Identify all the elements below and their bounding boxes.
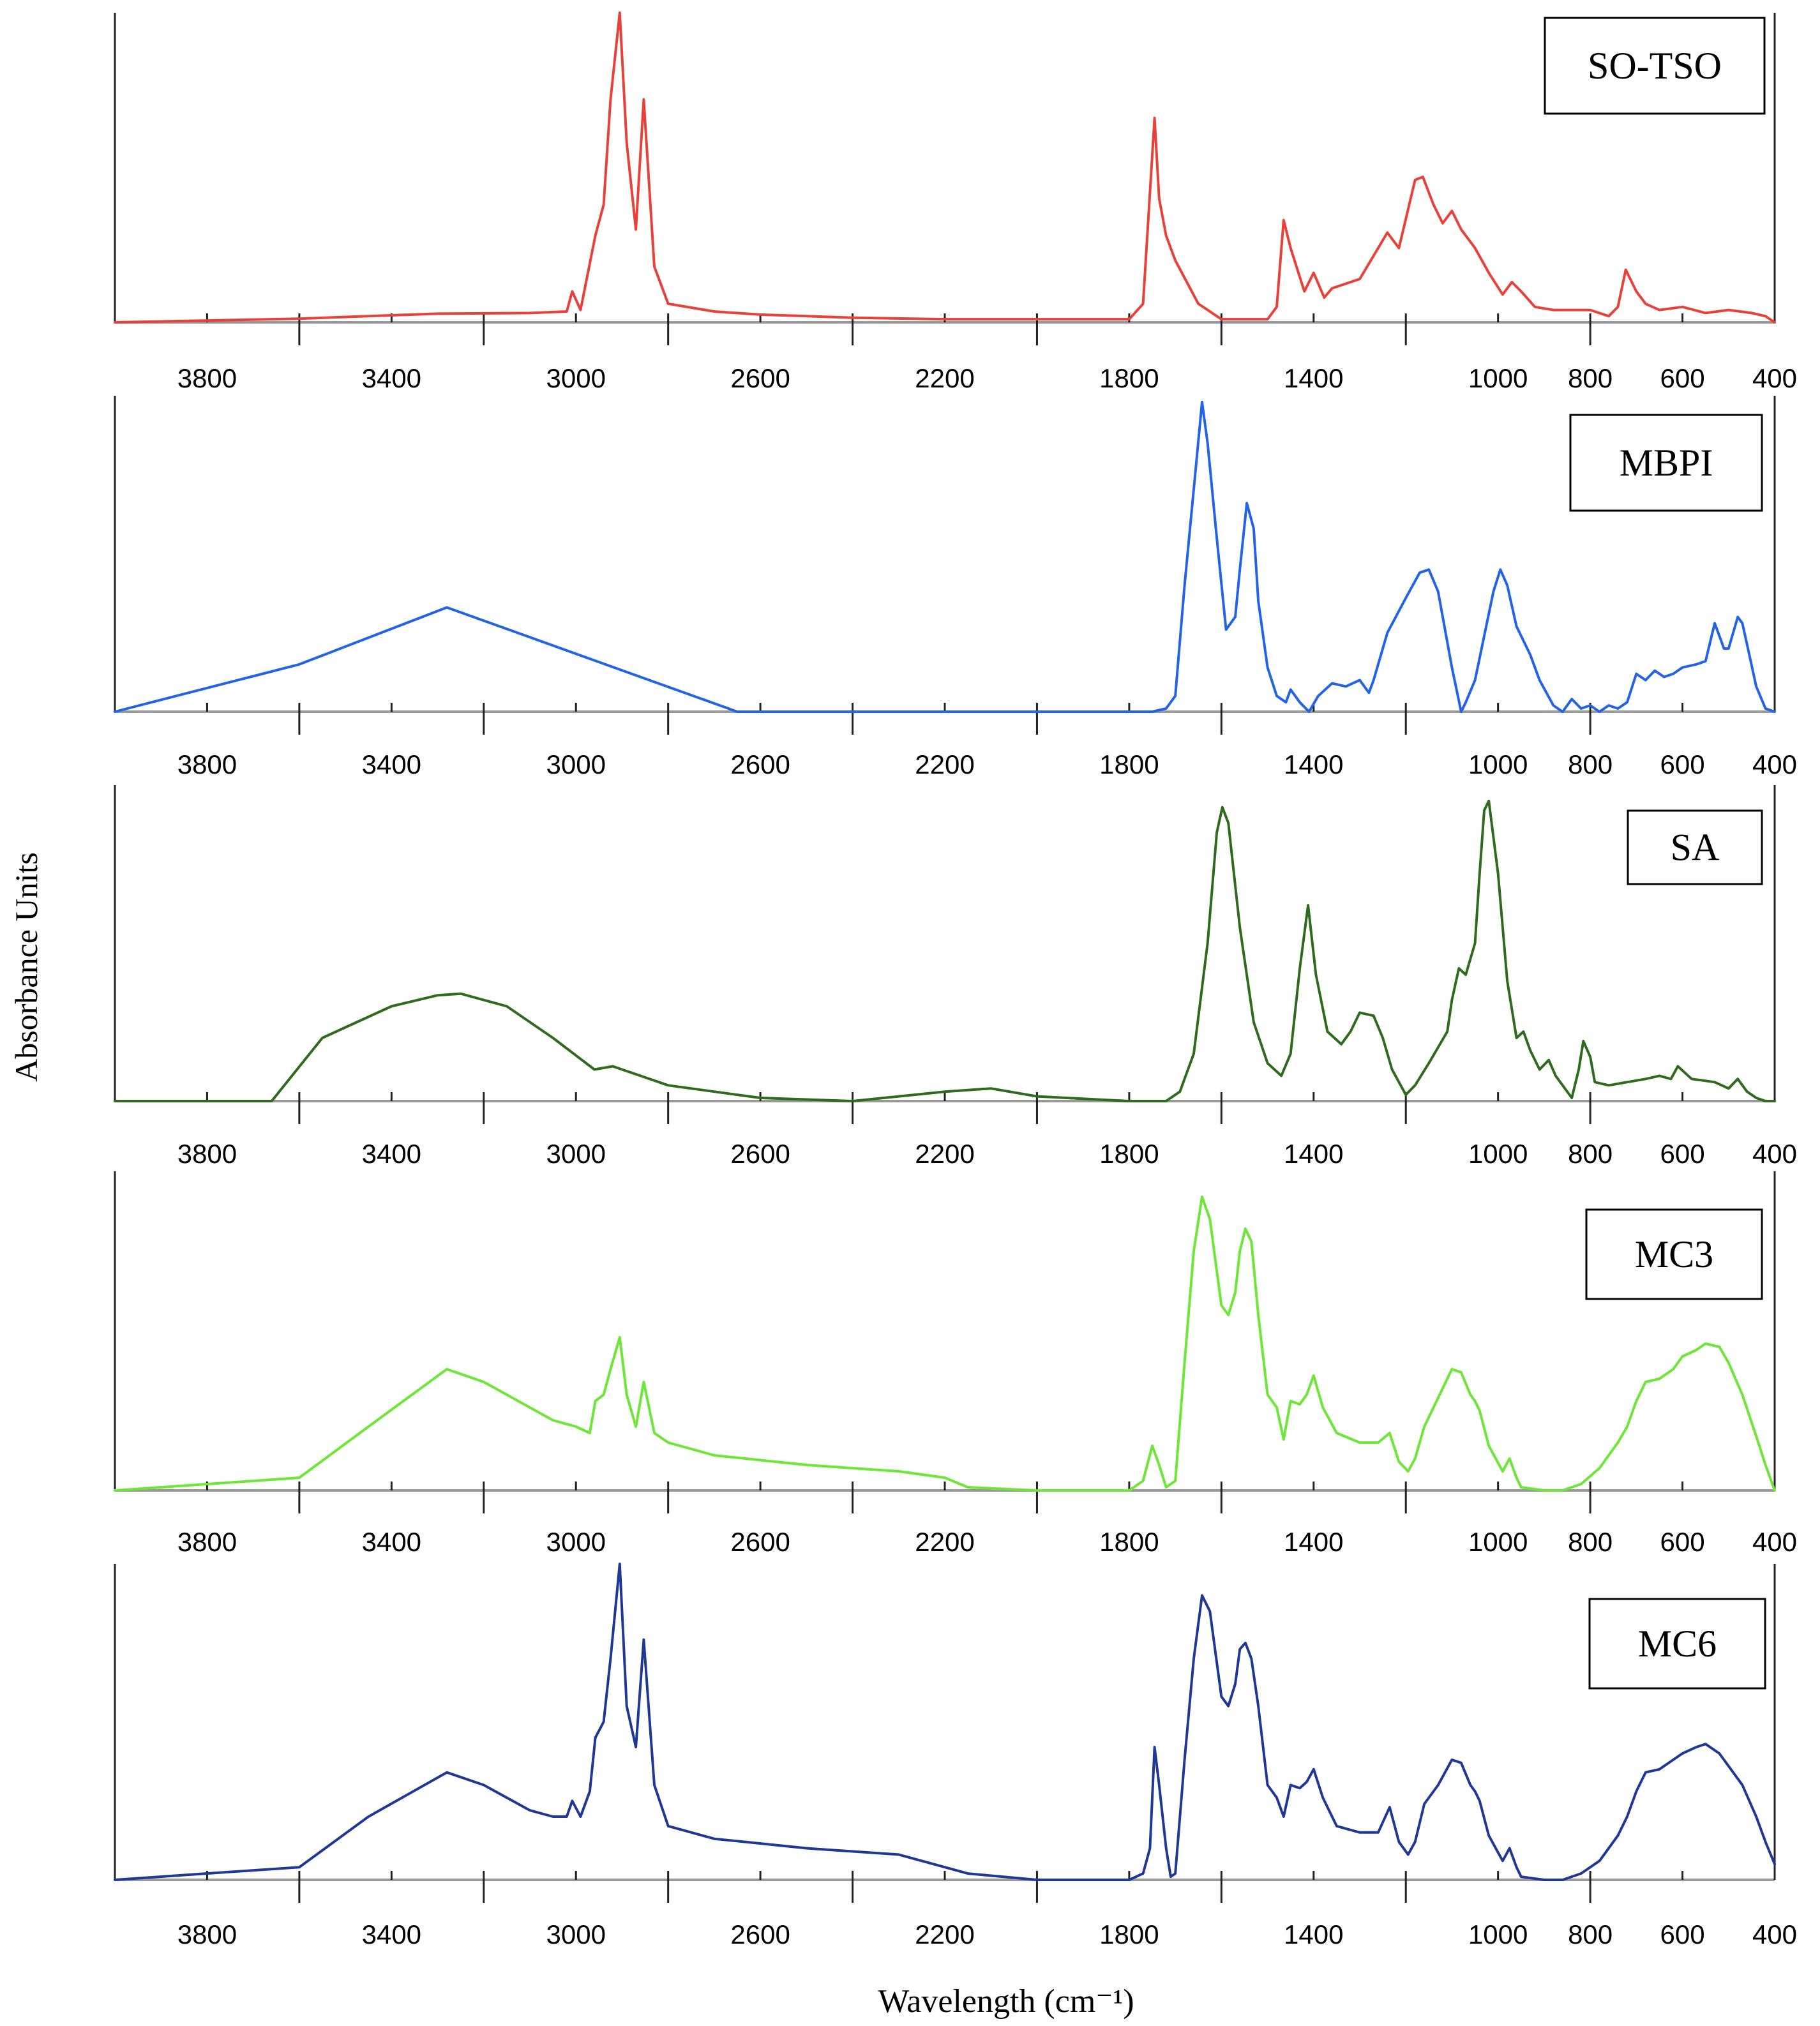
tick-label: 3800 [177, 1139, 237, 1169]
tick-label: 1000 [1468, 1139, 1528, 1169]
tick-label: 800 [1568, 1919, 1613, 1949]
tick-label: 1800 [1099, 1139, 1159, 1169]
y-axis-label: Absorbance Units [8, 852, 44, 1082]
tick-label: 3400 [362, 1139, 421, 1169]
tick-label: 2600 [730, 1527, 790, 1557]
spectrum-line-sa [114, 799, 1776, 1102]
tick-label: 1400 [1284, 363, 1343, 393]
tick-label: 2200 [915, 1527, 974, 1557]
tick-label: 3800 [177, 749, 237, 779]
tick-label: 2200 [915, 1139, 974, 1169]
tick-label: 2200 [915, 749, 974, 779]
spectrum-line-so-tso [114, 11, 1776, 324]
tick-label: 1800 [1099, 1919, 1159, 1949]
tick-label: 800 [1568, 749, 1613, 779]
tick-label: 1800 [1099, 1527, 1159, 1557]
panel-mbpi: 3800 3400 3000 2600 2200 1800 1400 1000 800 600 40… [114, 396, 1797, 779]
legend-label: MC3 [1635, 1233, 1713, 1275]
tick-label: 400 [1752, 1527, 1797, 1557]
tick-label: 1800 [1099, 363, 1159, 393]
tick-label: 400 [1752, 1139, 1797, 1169]
tick-label: 2600 [730, 1919, 790, 1949]
tick-label: 800 [1568, 1527, 1613, 1557]
tick-label: 1400 [1284, 1139, 1343, 1169]
tick-label: 800 [1568, 363, 1613, 393]
tick-label: 3800 [177, 363, 237, 393]
tick-label: 3000 [546, 1919, 606, 1949]
panel-so-tso: 3800 3400 3000 2600 2200 1800 1400 1000 800 600 40… [114, 11, 1797, 393]
tick-label: 600 [1660, 1527, 1705, 1557]
tick-label: 2600 [730, 749, 790, 779]
legend-box [1544, 17, 1766, 115]
tick-label: 3400 [362, 1527, 421, 1557]
tick-label: 3000 [546, 749, 606, 779]
tick-label: 400 [1752, 363, 1797, 393]
tick-label: 3000 [546, 1139, 606, 1169]
panel-sa: 3800 3400 3000 2600 2200 1800 1400 1000 800 600 40… [114, 785, 1797, 1169]
tick-label: 3000 [546, 1527, 606, 1557]
tick-label: 400 [1752, 1919, 1797, 1949]
legend-label: SO-TSO [1588, 45, 1722, 87]
tick-label: 2600 [730, 363, 790, 393]
legend-label: MBPI [1620, 442, 1713, 484]
tick-label: 1000 [1468, 749, 1528, 779]
tick-label: 1000 [1468, 1527, 1528, 1557]
legend-box [1588, 1598, 1766, 1690]
legend-box [1627, 809, 1763, 885]
tick-label: 600 [1660, 749, 1705, 779]
legend-box [1569, 414, 1763, 512]
legend-box [1585, 1208, 1763, 1300]
tick-label: 3400 [362, 363, 421, 393]
tick-label: 3800 [177, 1527, 237, 1557]
tick-label: 1000 [1468, 363, 1528, 393]
tick-label: 1400 [1284, 1919, 1343, 1949]
spectrum-line-mc3 [114, 1196, 1776, 1492]
tick-label: 600 [1660, 1139, 1705, 1169]
spectra-panels: 3800 3400 3000 2600 2200 1800 1400 1000 800 600 40… [114, 11, 1797, 1949]
tick-label: 1000 [1468, 1919, 1528, 1949]
legend-label: SA [1671, 827, 1720, 869]
x-axis-label: Wavelength (cm⁻¹) [878, 1983, 1134, 2020]
tick-label: 1400 [1284, 749, 1343, 779]
tick-label: 1400 [1284, 1527, 1343, 1557]
spectrum-line-mbpi [114, 400, 1776, 713]
tick-label: 2600 [730, 1139, 790, 1169]
tick-label: 2200 [915, 1919, 974, 1949]
panel-mc3: 3800 3400 3000 2600 2200 1800 1400 1000 800 600 40… [114, 1171, 1797, 1557]
tick-label: 400 [1752, 749, 1797, 779]
tick-label: 1800 [1099, 749, 1159, 779]
legend-label: MC6 [1638, 1623, 1717, 1665]
tick-label: 600 [1660, 363, 1705, 393]
tick-label: 800 [1568, 1139, 1613, 1169]
tick-label: 2200 [915, 363, 974, 393]
panel-mc6: 3800 3400 3000 2600 2200 1800 1400 1000 800 600 40… [114, 1563, 1797, 1949]
tick-label: 600 [1660, 1919, 1705, 1949]
spectrum-line-mc6 [114, 1563, 1776, 1881]
tick-label: 3400 [362, 1919, 421, 1949]
tick-label: 3400 [362, 749, 421, 779]
tick-label: 3800 [177, 1919, 237, 1949]
tick-label: 3000 [546, 363, 606, 393]
